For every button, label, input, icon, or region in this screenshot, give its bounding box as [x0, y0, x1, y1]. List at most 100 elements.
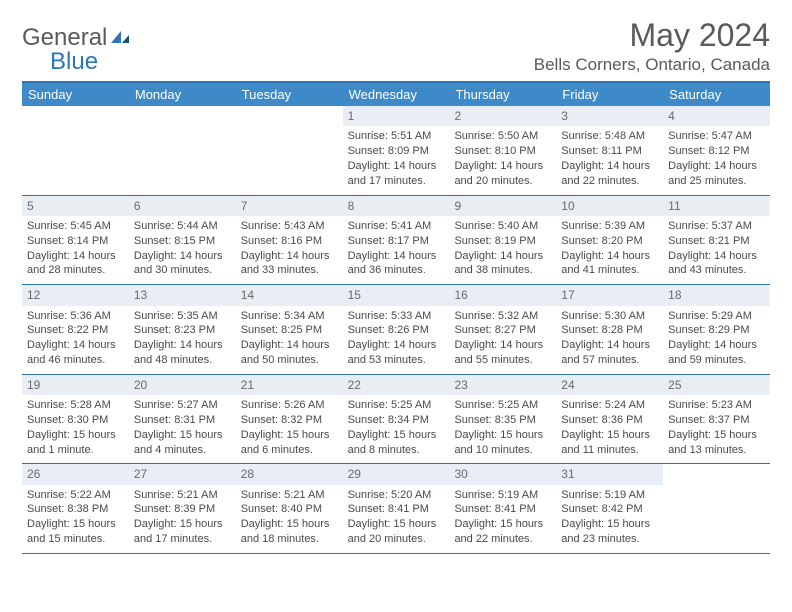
sunset-text: Sunset: 8:37 PM	[668, 413, 765, 428]
day-number: 29	[343, 464, 450, 484]
day-number: 27	[129, 464, 236, 484]
sunset-text: Sunset: 8:35 PM	[454, 413, 551, 428]
daylight-text: Daylight: 14 hours and 33 minutes.	[241, 249, 338, 279]
day-cell: 23Sunrise: 5:25 AMSunset: 8:35 PMDayligh…	[449, 375, 556, 464]
day-cell: 28Sunrise: 5:21 AMSunset: 8:40 PMDayligh…	[236, 464, 343, 553]
sunset-text: Sunset: 8:41 PM	[454, 502, 551, 517]
day-cell: 17Sunrise: 5:30 AMSunset: 8:28 PMDayligh…	[556, 285, 663, 374]
calendar-page: GeneralBlue May 2024 Bells Corners, Onta…	[0, 0, 792, 572]
daylight-text: Daylight: 14 hours and 22 minutes.	[561, 159, 658, 189]
day-number: 11	[663, 196, 770, 216]
sunrise-text: Sunrise: 5:20 AM	[348, 488, 445, 503]
sunset-text: Sunset: 8:10 PM	[454, 144, 551, 159]
day-cell: 9Sunrise: 5:40 AMSunset: 8:19 PMDaylight…	[449, 196, 556, 285]
day-number: 15	[343, 285, 450, 305]
daylight-text: Daylight: 14 hours and 50 minutes.	[241, 338, 338, 368]
daylight-text: Daylight: 15 hours and 18 minutes.	[241, 517, 338, 547]
day-cell: 10Sunrise: 5:39 AMSunset: 8:20 PMDayligh…	[556, 196, 663, 285]
day-cell: 31Sunrise: 5:19 AMSunset: 8:42 PMDayligh…	[556, 464, 663, 553]
weekday-header: Friday	[556, 83, 663, 106]
daylight-text: Daylight: 14 hours and 38 minutes.	[454, 249, 551, 279]
sunrise-text: Sunrise: 5:24 AM	[561, 398, 658, 413]
sunrise-text: Sunrise: 5:36 AM	[27, 309, 124, 324]
sunrise-text: Sunrise: 5:47 AM	[668, 129, 765, 144]
weekday-header: Thursday	[449, 83, 556, 106]
day-number: 21	[236, 375, 343, 395]
sunset-text: Sunset: 8:17 PM	[348, 234, 445, 249]
daylight-text: Daylight: 14 hours and 41 minutes.	[561, 249, 658, 279]
daylight-text: Daylight: 14 hours and 53 minutes.	[348, 338, 445, 368]
day-number: 2	[449, 106, 556, 126]
sunset-text: Sunset: 8:20 PM	[561, 234, 658, 249]
sunset-text: Sunset: 8:12 PM	[668, 144, 765, 159]
sunrise-text: Sunrise: 5:35 AM	[134, 309, 231, 324]
day-cell: 25Sunrise: 5:23 AMSunset: 8:37 PMDayligh…	[663, 375, 770, 464]
sunset-text: Sunset: 8:34 PM	[348, 413, 445, 428]
sunset-text: Sunset: 8:27 PM	[454, 323, 551, 338]
logo-text-general: General	[22, 24, 107, 51]
day-cell: 15Sunrise: 5:33 AMSunset: 8:26 PMDayligh…	[343, 285, 450, 374]
day-number: 6	[129, 196, 236, 216]
sunrise-text: Sunrise: 5:25 AM	[348, 398, 445, 413]
day-cell: 26Sunrise: 5:22 AMSunset: 8:38 PMDayligh…	[22, 464, 129, 553]
sunset-text: Sunset: 8:22 PM	[27, 323, 124, 338]
day-number: 31	[556, 464, 663, 484]
daylight-text: Daylight: 15 hours and 8 minutes.	[348, 428, 445, 458]
day-number: 7	[236, 196, 343, 216]
day-number: 8	[343, 196, 450, 216]
sunset-text: Sunset: 8:25 PM	[241, 323, 338, 338]
logo: GeneralBlue	[22, 18, 131, 74]
sunrise-text: Sunrise: 5:48 AM	[561, 129, 658, 144]
day-cell: 3Sunrise: 5:48 AMSunset: 8:11 PMDaylight…	[556, 106, 663, 195]
weekday-header: Tuesday	[236, 83, 343, 106]
sunrise-text: Sunrise: 5:50 AM	[454, 129, 551, 144]
sunset-text: Sunset: 8:28 PM	[561, 323, 658, 338]
day-number: 25	[663, 375, 770, 395]
logo-sail-icon	[109, 26, 131, 42]
sunrise-text: Sunrise: 5:22 AM	[27, 488, 124, 503]
daylight-text: Daylight: 15 hours and 4 minutes.	[134, 428, 231, 458]
day-number: 13	[129, 285, 236, 305]
title-block: May 2024 Bells Corners, Ontario, Canada	[534, 18, 770, 75]
daylight-text: Daylight: 14 hours and 17 minutes.	[348, 159, 445, 189]
day-cell: 2Sunrise: 5:50 AMSunset: 8:10 PMDaylight…	[449, 106, 556, 195]
day-number: 19	[22, 375, 129, 395]
day-cell: 4 Sunrise: 5:47 AMSunset: 8:12 PMDaylight…	[663, 106, 770, 195]
sunrise-text: Sunrise: 5:19 AM	[561, 488, 658, 503]
day-cell: 29Sunrise: 5:20 AMSunset: 8:41 PMDayligh…	[343, 464, 450, 553]
sunrise-text: Sunrise: 5:37 AM	[668, 219, 765, 234]
daylight-text: Daylight: 14 hours and 28 minutes.	[27, 249, 124, 279]
sunrise-text: Sunrise: 5:40 AM	[454, 219, 551, 234]
daylight-text: Daylight: 14 hours and 59 minutes.	[668, 338, 765, 368]
day-cell: 5Sunrise: 5:45 AMSunset: 8:14 PMDaylight…	[22, 196, 129, 285]
page-header: GeneralBlue May 2024 Bells Corners, Onta…	[22, 18, 770, 75]
day-cell: 24Sunrise: 5:24 AMSunset: 8:36 PMDayligh…	[556, 375, 663, 464]
daylight-text: Daylight: 15 hours and 10 minutes.	[454, 428, 551, 458]
day-cell: 30Sunrise: 5:19 AMSunset: 8:41 PMDayligh…	[449, 464, 556, 553]
week-row: ...1Sunrise: 5:51 AMSunset: 8:09 PMDayli…	[22, 106, 770, 196]
daylight-text: Daylight: 15 hours and 23 minutes.	[561, 517, 658, 547]
month-title: May 2024	[534, 18, 770, 53]
sunrise-text: Sunrise: 5:41 AM	[348, 219, 445, 234]
daylight-text: Daylight: 15 hours and 20 minutes.	[348, 517, 445, 547]
day-number: 4	[663, 106, 770, 126]
weekday-header-row: Sunday Monday Tuesday Wednesday Thursday…	[22, 83, 770, 106]
sunrise-text: Sunrise: 5:27 AM	[134, 398, 231, 413]
daylight-text: Daylight: 14 hours and 25 minutes.	[668, 159, 765, 189]
sunset-text: Sunset: 8:09 PM	[348, 144, 445, 159]
week-row: 5Sunrise: 5:45 AMSunset: 8:14 PMDaylight…	[22, 196, 770, 286]
sunset-text: Sunset: 8:29 PM	[668, 323, 765, 338]
daylight-text: Daylight: 15 hours and 6 minutes.	[241, 428, 338, 458]
weeks-container: ...1Sunrise: 5:51 AMSunset: 8:09 PMDayli…	[22, 106, 770, 554]
sunset-text: Sunset: 8:21 PM	[668, 234, 765, 249]
daylight-text: Daylight: 15 hours and 11 minutes.	[561, 428, 658, 458]
sunrise-text: Sunrise: 5:33 AM	[348, 309, 445, 324]
sunrise-text: Sunrise: 5:45 AM	[27, 219, 124, 234]
daylight-text: Daylight: 14 hours and 55 minutes.	[454, 338, 551, 368]
sunrise-text: Sunrise: 5:43 AM	[241, 219, 338, 234]
day-number: 9	[449, 196, 556, 216]
sunrise-text: Sunrise: 5:25 AM	[454, 398, 551, 413]
sunrise-text: Sunrise: 5:44 AM	[134, 219, 231, 234]
daylight-text: Daylight: 14 hours and 30 minutes.	[134, 249, 231, 279]
sunrise-text: Sunrise: 5:23 AM	[668, 398, 765, 413]
